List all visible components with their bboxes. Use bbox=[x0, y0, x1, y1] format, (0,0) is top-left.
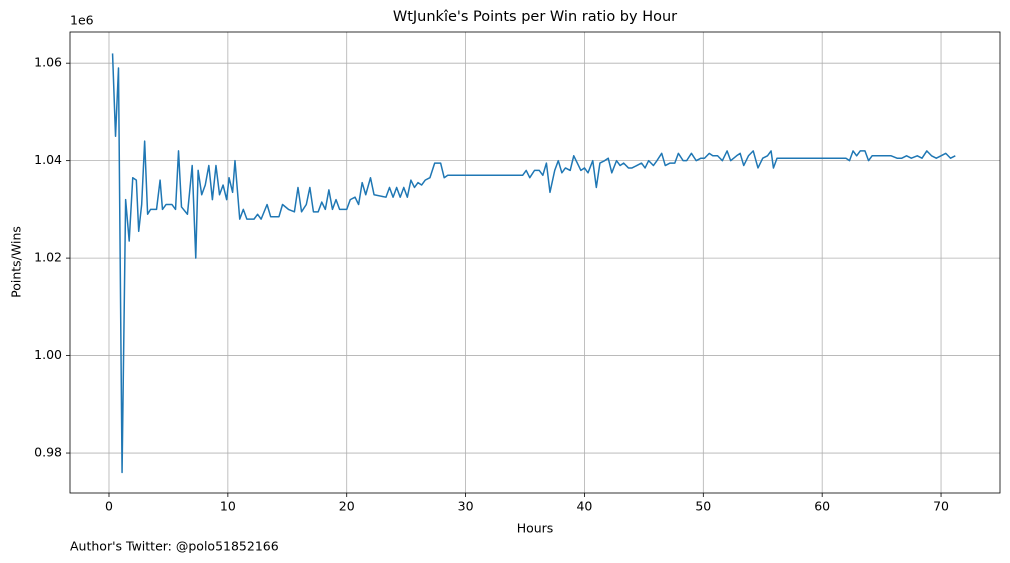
x-tick-label: 0 bbox=[105, 499, 113, 514]
x-tick-label: 50 bbox=[695, 499, 711, 514]
y-tick-label: 1.00 bbox=[34, 347, 62, 362]
x-tick-label: 30 bbox=[458, 499, 474, 514]
plot-frame bbox=[69, 31, 1001, 494]
x-axis-label: Hours bbox=[517, 521, 554, 536]
x-tick-label: 70 bbox=[933, 499, 949, 514]
y-tick-label: 1.06 bbox=[34, 55, 62, 70]
y-offset-label: 1e6 bbox=[70, 13, 94, 28]
chart-title: WtJunkîe's Points per Win ratio by Hour bbox=[393, 9, 677, 25]
x-tick-label: 60 bbox=[814, 499, 830, 514]
y-axis-label: Points/Wins bbox=[9, 226, 24, 298]
footnote: Author's Twitter: @polo51852166 bbox=[70, 539, 279, 554]
y-tick-label: 0.98 bbox=[34, 445, 62, 460]
data-line bbox=[111, 53, 956, 474]
x-tick-label: 10 bbox=[220, 499, 236, 514]
x-tick-label: 40 bbox=[576, 499, 592, 514]
x-tick-label: 20 bbox=[339, 499, 355, 514]
y-tick-label: 1.04 bbox=[34, 152, 62, 167]
y-tick-label: 1.02 bbox=[34, 250, 62, 265]
